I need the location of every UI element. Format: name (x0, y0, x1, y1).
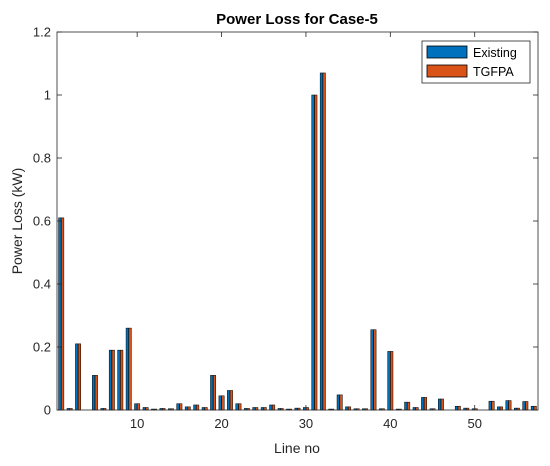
bar-tgfpa-line-46 (440, 398, 444, 411)
bar-tgfpa-line-26 (272, 404, 276, 411)
bar-existing-line-7 (108, 349, 112, 411)
bar-tgfpa-line-9 (128, 327, 132, 411)
chart-title: Power Loss for Case-5 (216, 11, 378, 28)
bar-existing-line-19 (210, 375, 214, 411)
bar-tgfpa-line-40 (390, 351, 394, 411)
bar-existing-line-31 (311, 94, 315, 411)
bar-existing-line-48 (454, 405, 458, 411)
y-tick-label: 1.2 (33, 25, 51, 40)
bar-tgfpa-line-8 (120, 349, 124, 411)
bar-tgfpa-line-3 (77, 343, 82, 411)
bar-existing-line-52 (488, 400, 492, 411)
legend-label-tgfpa: TGFPA (473, 65, 514, 79)
ticks-layer: 0 0.2 0.4 0.6 0.8 1 1.2 10 20 30 40 50 (33, 25, 538, 431)
bar-existing-line-10 (134, 403, 138, 411)
bar-tgfpa-line-53 (499, 406, 503, 411)
bar-tgfpa-line-57 (533, 405, 537, 411)
y-tick-label: 0 (44, 403, 51, 418)
bar-existing-line-17 (193, 404, 197, 411)
bar-tgfpa-line-10 (137, 403, 141, 411)
y-tick-label: 0.2 (33, 340, 51, 355)
y-tick-label: 0.6 (33, 214, 51, 229)
bar-tgfpa-line-16 (187, 406, 191, 411)
bar-tgfpa-line-32 (322, 72, 326, 411)
bar-tgfpa-line-38 (373, 329, 377, 411)
bar-tgfpa-line-20 (221, 395, 225, 411)
bar-existing-line-46 (438, 398, 442, 411)
bar-tgfpa-line-34 (339, 394, 343, 411)
bar-tgfpa-line-35 (348, 406, 352, 411)
bar-tgfpa-line-56 (525, 401, 529, 411)
y-tick-label: 1 (44, 88, 51, 103)
bar-tgfpa-line-19 (212, 375, 217, 411)
y-tick-label: 0.4 (33, 277, 51, 292)
bar-existing-line-16 (184, 406, 188, 411)
bar-existing-line-44 (421, 397, 425, 411)
bar-existing-line-26 (269, 404, 273, 411)
plot-area (57, 32, 538, 410)
bar-tgfpa-line-42 (407, 401, 411, 411)
x-axis-label: Line no (274, 440, 320, 456)
bar-tgfpa-line-52 (491, 400, 495, 411)
bar-existing-line-56 (522, 401, 526, 411)
bar-existing-line-21 (227, 390, 231, 411)
bar-existing-line-9 (125, 327, 129, 411)
bar-tgfpa-line-54 (508, 400, 512, 411)
legend: Existing TGFPA (421, 40, 531, 84)
bar-existing-line-32 (319, 72, 323, 411)
bar-existing-line-35 (345, 406, 349, 411)
bar-existing-line-22 (235, 403, 239, 411)
bar-existing-line-54 (505, 400, 509, 411)
bar-tgfpa-line-21 (229, 390, 233, 411)
bar-tgfpa-line-5 (94, 375, 98, 411)
bar-tgfpa-line-17 (196, 404, 200, 411)
bar-existing-line-3 (75, 343, 79, 411)
bar-tgfpa-line-31 (314, 94, 318, 411)
x-tick-label: 40 (383, 416, 397, 431)
bar-existing-line-34 (336, 394, 340, 411)
bar-tgfpa-line-48 (457, 405, 461, 411)
x-tick-label: 50 (467, 416, 481, 431)
x-tick-label: 30 (299, 416, 313, 431)
bar-existing-line-42 (404, 401, 408, 411)
bar-tgfpa-line-22 (238, 403, 242, 411)
legend-label-existing: Existing (473, 46, 517, 60)
bar-existing-line-20 (218, 395, 222, 411)
y-axis-label: Power Loss (kW) (9, 168, 25, 275)
bar-existing-line-40 (387, 351, 391, 411)
y-tick-label: 0.8 (33, 151, 51, 166)
bar-tgfpa-line-44 (423, 397, 427, 411)
bar-tgfpa-line-7 (111, 349, 115, 411)
bars-layer (58, 72, 537, 411)
bar-existing-line-5 (92, 375, 96, 411)
bar-existing-line-57 (530, 405, 534, 411)
bar-existing-line-8 (117, 349, 121, 411)
bar-tgfpa-line-15 (179, 403, 183, 411)
bar-existing-line-38 (370, 329, 374, 411)
bar-existing-line-53 (497, 406, 501, 411)
bar-existing-line-15 (176, 403, 180, 411)
x-tick-label: 20 (214, 416, 228, 431)
legend-swatch-tgfpa (426, 64, 468, 78)
bar-tgfpa-line-1 (61, 217, 65, 411)
x-tick-label: 10 (130, 416, 144, 431)
legend-swatch-existing (426, 45, 468, 59)
bar-existing-line-1 (58, 217, 62, 411)
